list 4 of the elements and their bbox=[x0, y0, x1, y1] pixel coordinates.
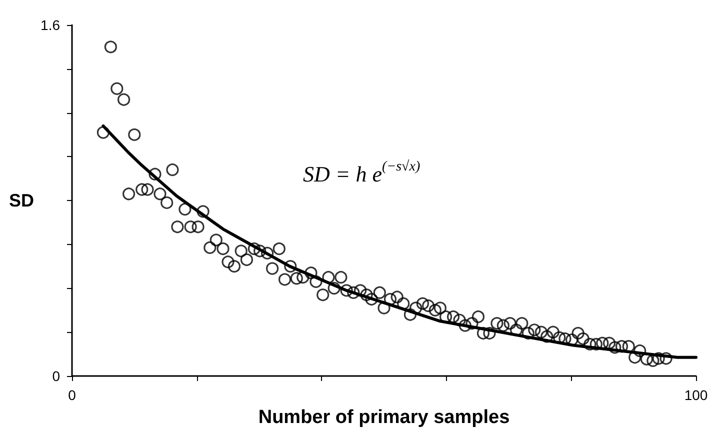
x-axis-title: Number of primary samples bbox=[258, 407, 510, 428]
y-tick-label: 1.6 bbox=[40, 17, 60, 33]
y-axis-title: SD bbox=[8, 190, 34, 210]
x-tick-label: 100 bbox=[684, 387, 708, 403]
